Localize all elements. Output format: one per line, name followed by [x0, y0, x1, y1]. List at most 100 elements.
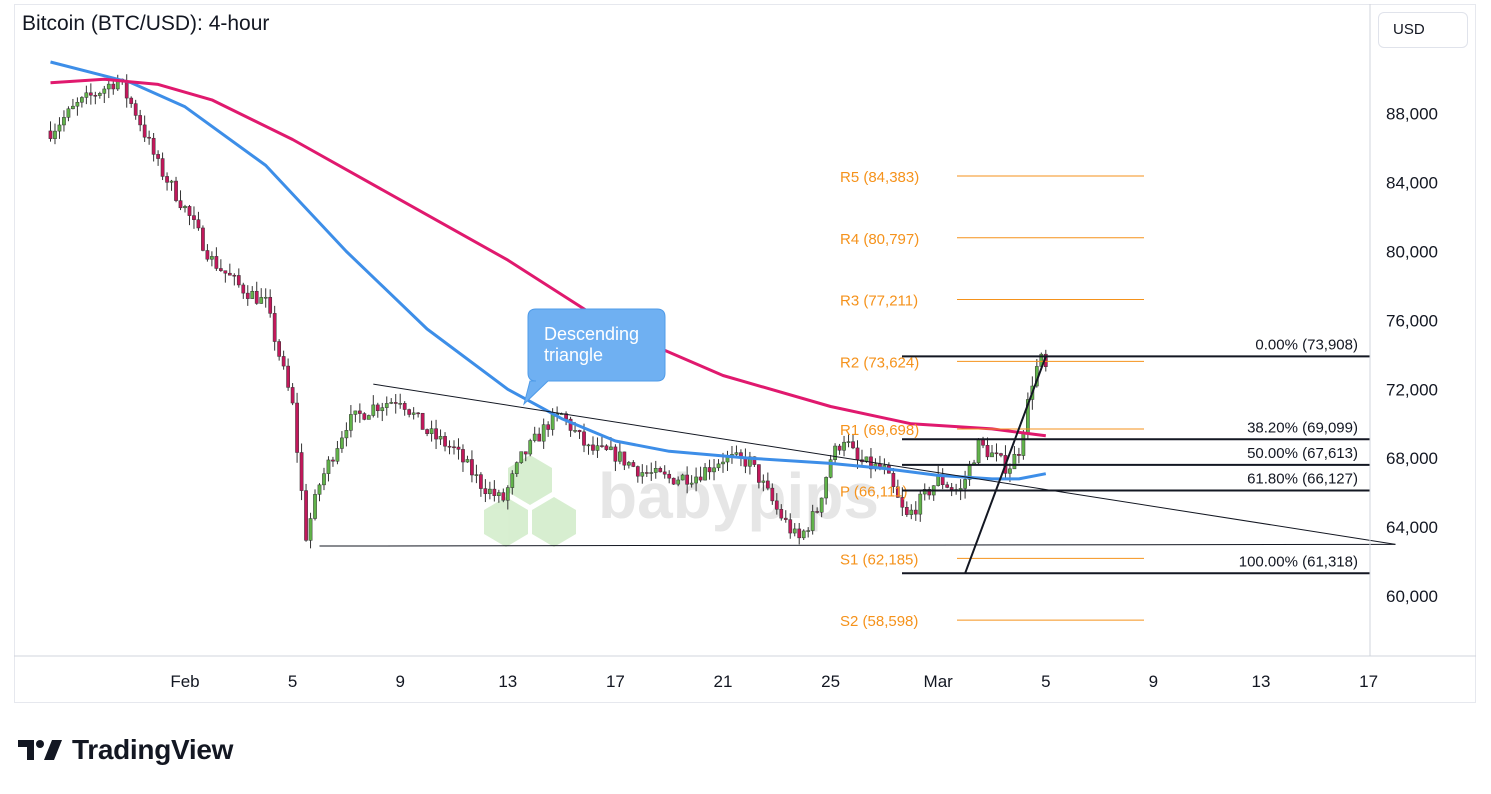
tradingview-logo[interactable]: TradingView — [18, 732, 233, 768]
candle-body — [896, 486, 900, 498]
candle-body — [644, 472, 649, 474]
chart-title: Bitcoin (BTC/USD): 4-hour — [22, 12, 270, 35]
candle-body — [488, 488, 492, 495]
candle-body — [290, 387, 295, 404]
triangle-lower-line — [319, 543, 1396, 547]
candle-body — [573, 430, 577, 432]
candle-body — [627, 462, 631, 466]
candle-body — [649, 472, 654, 474]
candle-body — [532, 433, 537, 441]
candle-body — [837, 445, 842, 451]
candle-body — [869, 456, 873, 470]
candle-body — [407, 409, 412, 415]
candle-body — [317, 484, 322, 495]
candle-body — [452, 446, 456, 449]
watermark-text: babypips — [598, 460, 879, 532]
candle-body — [819, 497, 824, 513]
candle-body — [48, 130, 53, 139]
candle-body — [689, 482, 694, 485]
candle-body — [909, 509, 914, 515]
candle-body — [183, 206, 187, 209]
candle-body — [667, 473, 672, 479]
candle-body — [308, 518, 313, 541]
candle-body — [124, 80, 129, 99]
x-tick-label: 5 — [1041, 672, 1050, 691]
pivot-label: R5 (84,383) — [840, 169, 919, 186]
candle-body — [366, 415, 371, 420]
candle-body — [568, 418, 573, 431]
candle-body — [761, 480, 766, 483]
candle-body — [281, 356, 286, 367]
candle-body — [537, 433, 542, 442]
candle-body — [322, 473, 326, 486]
candle-body — [591, 444, 595, 451]
candle-body — [703, 467, 707, 481]
candle-body — [174, 180, 178, 201]
candle-body — [842, 441, 846, 451]
callout-bubble — [523, 308, 666, 406]
candle-body — [640, 472, 645, 477]
y-tick-label: 88,000 — [1386, 105, 1438, 124]
candle-body — [416, 412, 420, 415]
candle-body — [156, 154, 160, 159]
candle-body — [84, 92, 89, 98]
candle-body — [210, 256, 214, 260]
candle-body — [855, 447, 860, 460]
fib-label: 50.00% (67,613) — [1247, 445, 1358, 462]
candle-body — [519, 451, 524, 463]
fib-label: 38.20% (69,099) — [1247, 419, 1358, 436]
candle-body — [259, 297, 264, 304]
candle-body — [434, 428, 438, 440]
candle-body — [358, 410, 362, 414]
candle-body — [963, 479, 967, 489]
candle-body — [456, 446, 461, 450]
candle-body — [160, 158, 165, 177]
candle-body — [375, 404, 380, 412]
candle-body — [438, 436, 443, 440]
candle-body — [196, 219, 201, 229]
fib-label: 0.00% (73,908) — [1255, 336, 1358, 353]
currency-selector[interactable]: USD — [1378, 12, 1468, 48]
candle-body — [474, 474, 479, 476]
pivot-label: S2 (58,598) — [840, 613, 918, 630]
candle-body — [810, 511, 815, 531]
candle-body — [223, 270, 228, 274]
candle-body — [344, 430, 349, 439]
candle-body — [71, 105, 75, 110]
candle-body — [443, 436, 447, 447]
pivot-label: R2 (73,624) — [840, 354, 919, 371]
candle-body — [353, 410, 358, 415]
candle-body — [990, 452, 994, 458]
candle-body — [263, 296, 268, 299]
candle-body — [1017, 454, 1021, 456]
candle-body — [461, 449, 465, 463]
candle-body — [528, 440, 533, 455]
candle-body — [286, 365, 290, 388]
candle-body — [577, 430, 582, 433]
candle-body — [824, 477, 828, 499]
candle-body — [331, 459, 335, 462]
candle-body — [806, 530, 811, 532]
candle-body — [169, 180, 174, 183]
candle-body — [66, 108, 71, 118]
candle-body — [1012, 454, 1017, 470]
candle-body — [479, 474, 483, 489]
x-tick-label: 13 — [1252, 672, 1271, 691]
candle-body — [765, 480, 770, 489]
candle-body — [927, 489, 932, 496]
candle-body — [147, 136, 151, 139]
candle-body — [93, 95, 98, 97]
candle-body — [976, 438, 981, 464]
candle-body — [429, 428, 434, 434]
candle-body — [757, 464, 761, 483]
candle-body — [241, 284, 246, 294]
candle-body — [384, 403, 389, 408]
candle-body — [389, 402, 394, 404]
candle-body — [922, 489, 927, 495]
candle-body — [622, 451, 627, 466]
overlays: R5 (84,383) R4 (80,797) R3 (77,211) R2 (73,… — [319, 169, 1396, 630]
pivot-label: S1 (62,185) — [840, 551, 918, 568]
candle-body — [541, 424, 546, 442]
candle-body — [680, 474, 685, 481]
